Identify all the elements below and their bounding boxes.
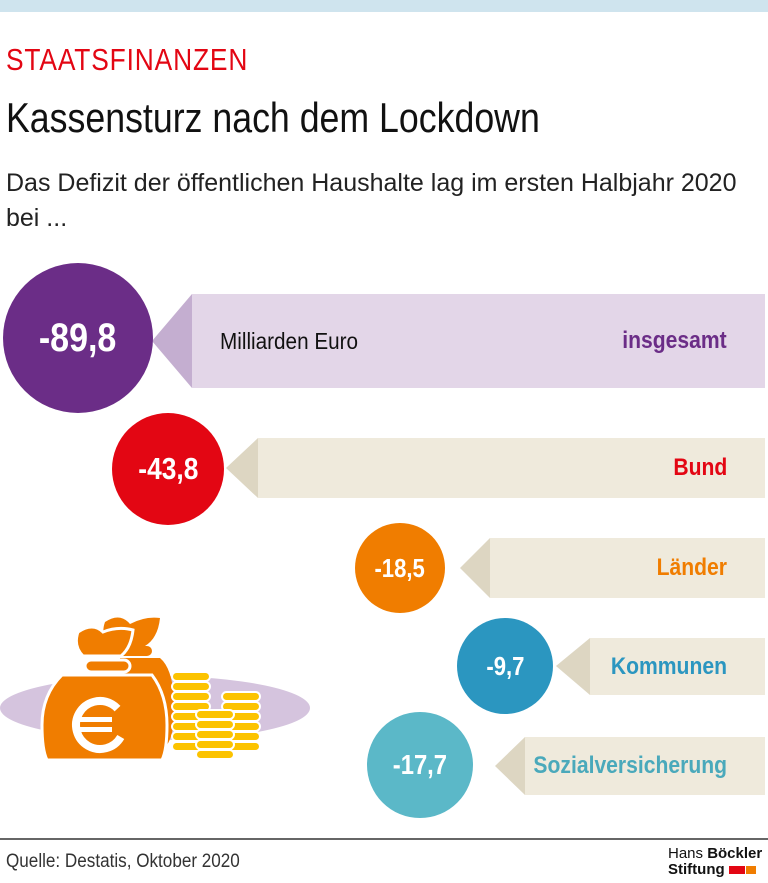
value-insgesamt: -89,8 bbox=[39, 315, 117, 360]
label-bund: Bund bbox=[673, 454, 727, 481]
value-circle-insgesamt: -89,8 bbox=[3, 263, 153, 413]
banner-sozialversicherung: Sozialversicherung bbox=[525, 737, 765, 795]
money-bag-euro-icon bbox=[40, 617, 175, 762]
banner-bund: Bund bbox=[258, 438, 765, 498]
label-sozialversicherung: Sozialversicherung bbox=[533, 752, 727, 779]
value-circle-kommunen: -9,7 bbox=[457, 618, 553, 714]
value-circle-laender: -18,5 bbox=[355, 523, 445, 613]
value-circle-bund: -43,8 bbox=[112, 413, 224, 525]
page-title: Kassensturz nach dem Lockdown bbox=[6, 94, 540, 141]
label-kommunen: Kommunen bbox=[610, 652, 727, 680]
source-note: Quelle: Destatis, Oktober 2020 bbox=[6, 851, 240, 872]
value-laender: -18,5 bbox=[374, 552, 426, 583]
kicker: STAATSFINANZEN bbox=[6, 42, 249, 77]
footer-divider bbox=[0, 838, 768, 840]
hans-boeckler-stiftung-logo: Hans Böckler Stiftung bbox=[668, 846, 762, 878]
logo-text-boeckler: Böckler bbox=[707, 845, 763, 862]
logo-red-block bbox=[728, 866, 745, 874]
unit-label: Milliarden Euro bbox=[220, 328, 359, 354]
pointer bbox=[460, 538, 490, 598]
value-circle-sozialversicherung: -17,7 bbox=[367, 712, 473, 818]
logo-orange-block bbox=[745, 866, 756, 874]
pointer bbox=[226, 438, 258, 498]
label-insgesamt: insgesamt bbox=[622, 327, 727, 354]
pointer bbox=[495, 737, 525, 795]
pointer bbox=[556, 638, 590, 695]
top-bar bbox=[0, 0, 768, 12]
logo-text-hans: Hans bbox=[668, 845, 708, 862]
money-illustration bbox=[0, 617, 310, 762]
pointer bbox=[152, 294, 192, 388]
banner-laender: Länder bbox=[490, 538, 765, 598]
value-kommunen: -9,7 bbox=[485, 650, 525, 681]
logo-text-stiftung: Stiftung bbox=[668, 861, 725, 878]
banner-kommunen: Kommunen bbox=[590, 638, 765, 695]
banner-insgesamt: insgesamt bbox=[192, 294, 765, 388]
value-sozialversicherung: -17,7 bbox=[392, 749, 448, 780]
value-bund: -43,8 bbox=[137, 451, 199, 486]
label-laender: Länder bbox=[656, 554, 727, 581]
coin-stack-icon bbox=[171, 671, 261, 760]
subtitle: Das Defizit der öffentlichen Haushalte l… bbox=[6, 169, 737, 232]
